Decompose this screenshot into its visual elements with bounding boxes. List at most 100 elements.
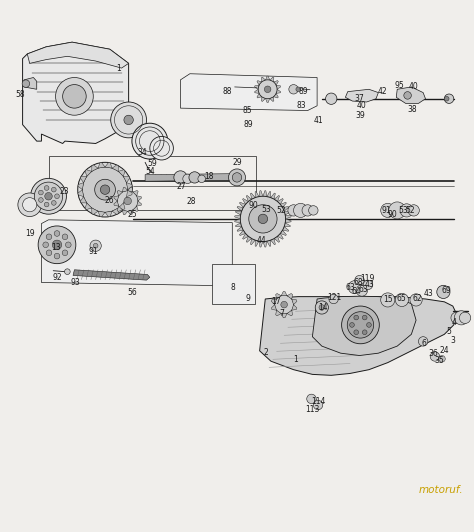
Text: 6: 6 [421,339,426,348]
Polygon shape [181,74,317,111]
Circle shape [78,162,132,217]
Polygon shape [263,241,267,247]
Circle shape [258,214,268,223]
Text: 1: 1 [116,64,120,72]
Circle shape [288,205,299,216]
Circle shape [54,231,60,236]
Text: 1: 1 [293,355,298,364]
Polygon shape [80,197,87,203]
Text: 63: 63 [358,285,368,294]
Text: 40: 40 [409,82,418,92]
Text: 43: 43 [423,289,433,298]
Polygon shape [243,234,248,239]
Circle shape [124,197,131,205]
Text: 40: 40 [356,101,366,110]
Circle shape [319,305,325,310]
Polygon shape [236,211,242,215]
Circle shape [444,96,449,101]
Text: 121: 121 [327,293,341,302]
Polygon shape [277,198,283,204]
Circle shape [95,179,116,200]
Circle shape [228,169,246,186]
Polygon shape [117,190,122,196]
Text: 54: 54 [146,167,155,176]
Polygon shape [128,210,133,215]
Circle shape [65,242,71,247]
Text: 89: 89 [243,120,253,129]
Circle shape [23,198,36,212]
Text: 52: 52 [406,206,415,215]
Polygon shape [246,236,252,242]
Polygon shape [271,305,276,310]
Polygon shape [127,190,132,197]
Text: 28: 28 [186,197,196,206]
Text: 19: 19 [25,229,35,237]
Text: 91: 91 [89,247,99,256]
Polygon shape [236,223,242,227]
Text: 37: 37 [355,94,365,103]
Circle shape [63,85,86,108]
Circle shape [362,330,367,335]
Circle shape [404,92,411,99]
Circle shape [44,186,49,190]
Polygon shape [118,170,125,177]
Polygon shape [123,177,130,182]
Polygon shape [255,85,259,89]
Circle shape [302,205,313,216]
Polygon shape [255,89,259,94]
Circle shape [240,196,285,242]
Text: 68: 68 [354,278,364,287]
Circle shape [315,301,328,314]
Circle shape [408,205,419,216]
Polygon shape [85,170,92,177]
Polygon shape [118,203,125,210]
Polygon shape [255,192,259,197]
Text: 39: 39 [356,111,365,120]
Text: 4: 4 [451,318,456,327]
Polygon shape [259,241,263,247]
Circle shape [64,269,70,275]
Text: 38: 38 [408,105,417,114]
Text: 88: 88 [223,87,232,96]
Text: 59: 59 [147,159,157,168]
Circle shape [90,240,101,252]
Polygon shape [235,215,241,219]
Circle shape [293,203,308,218]
Polygon shape [287,294,292,299]
Circle shape [430,352,439,361]
Text: 18: 18 [204,172,213,181]
Text: 56: 56 [128,288,137,297]
Circle shape [307,394,316,404]
Polygon shape [255,240,259,246]
Polygon shape [27,42,128,68]
Polygon shape [78,182,83,190]
Text: 35: 35 [435,356,445,365]
Polygon shape [80,177,87,182]
Circle shape [22,80,30,87]
Polygon shape [280,202,286,207]
Polygon shape [114,201,118,206]
Circle shape [52,240,62,250]
Polygon shape [259,190,263,197]
Polygon shape [237,227,243,231]
Polygon shape [346,89,378,102]
Polygon shape [92,165,98,171]
Polygon shape [92,208,98,214]
Circle shape [150,136,173,160]
Text: 85: 85 [243,106,252,115]
Polygon shape [243,198,248,204]
Polygon shape [128,187,133,192]
Polygon shape [133,190,138,196]
Circle shape [342,306,379,344]
Text: 63: 63 [345,283,355,292]
Text: 92: 92 [52,273,62,282]
Circle shape [183,174,192,184]
Text: 65: 65 [396,295,406,303]
Polygon shape [284,223,291,227]
Polygon shape [114,196,118,201]
Polygon shape [276,310,281,316]
Polygon shape [267,240,271,246]
Circle shape [46,250,52,255]
Circle shape [82,167,128,212]
Circle shape [356,285,367,296]
